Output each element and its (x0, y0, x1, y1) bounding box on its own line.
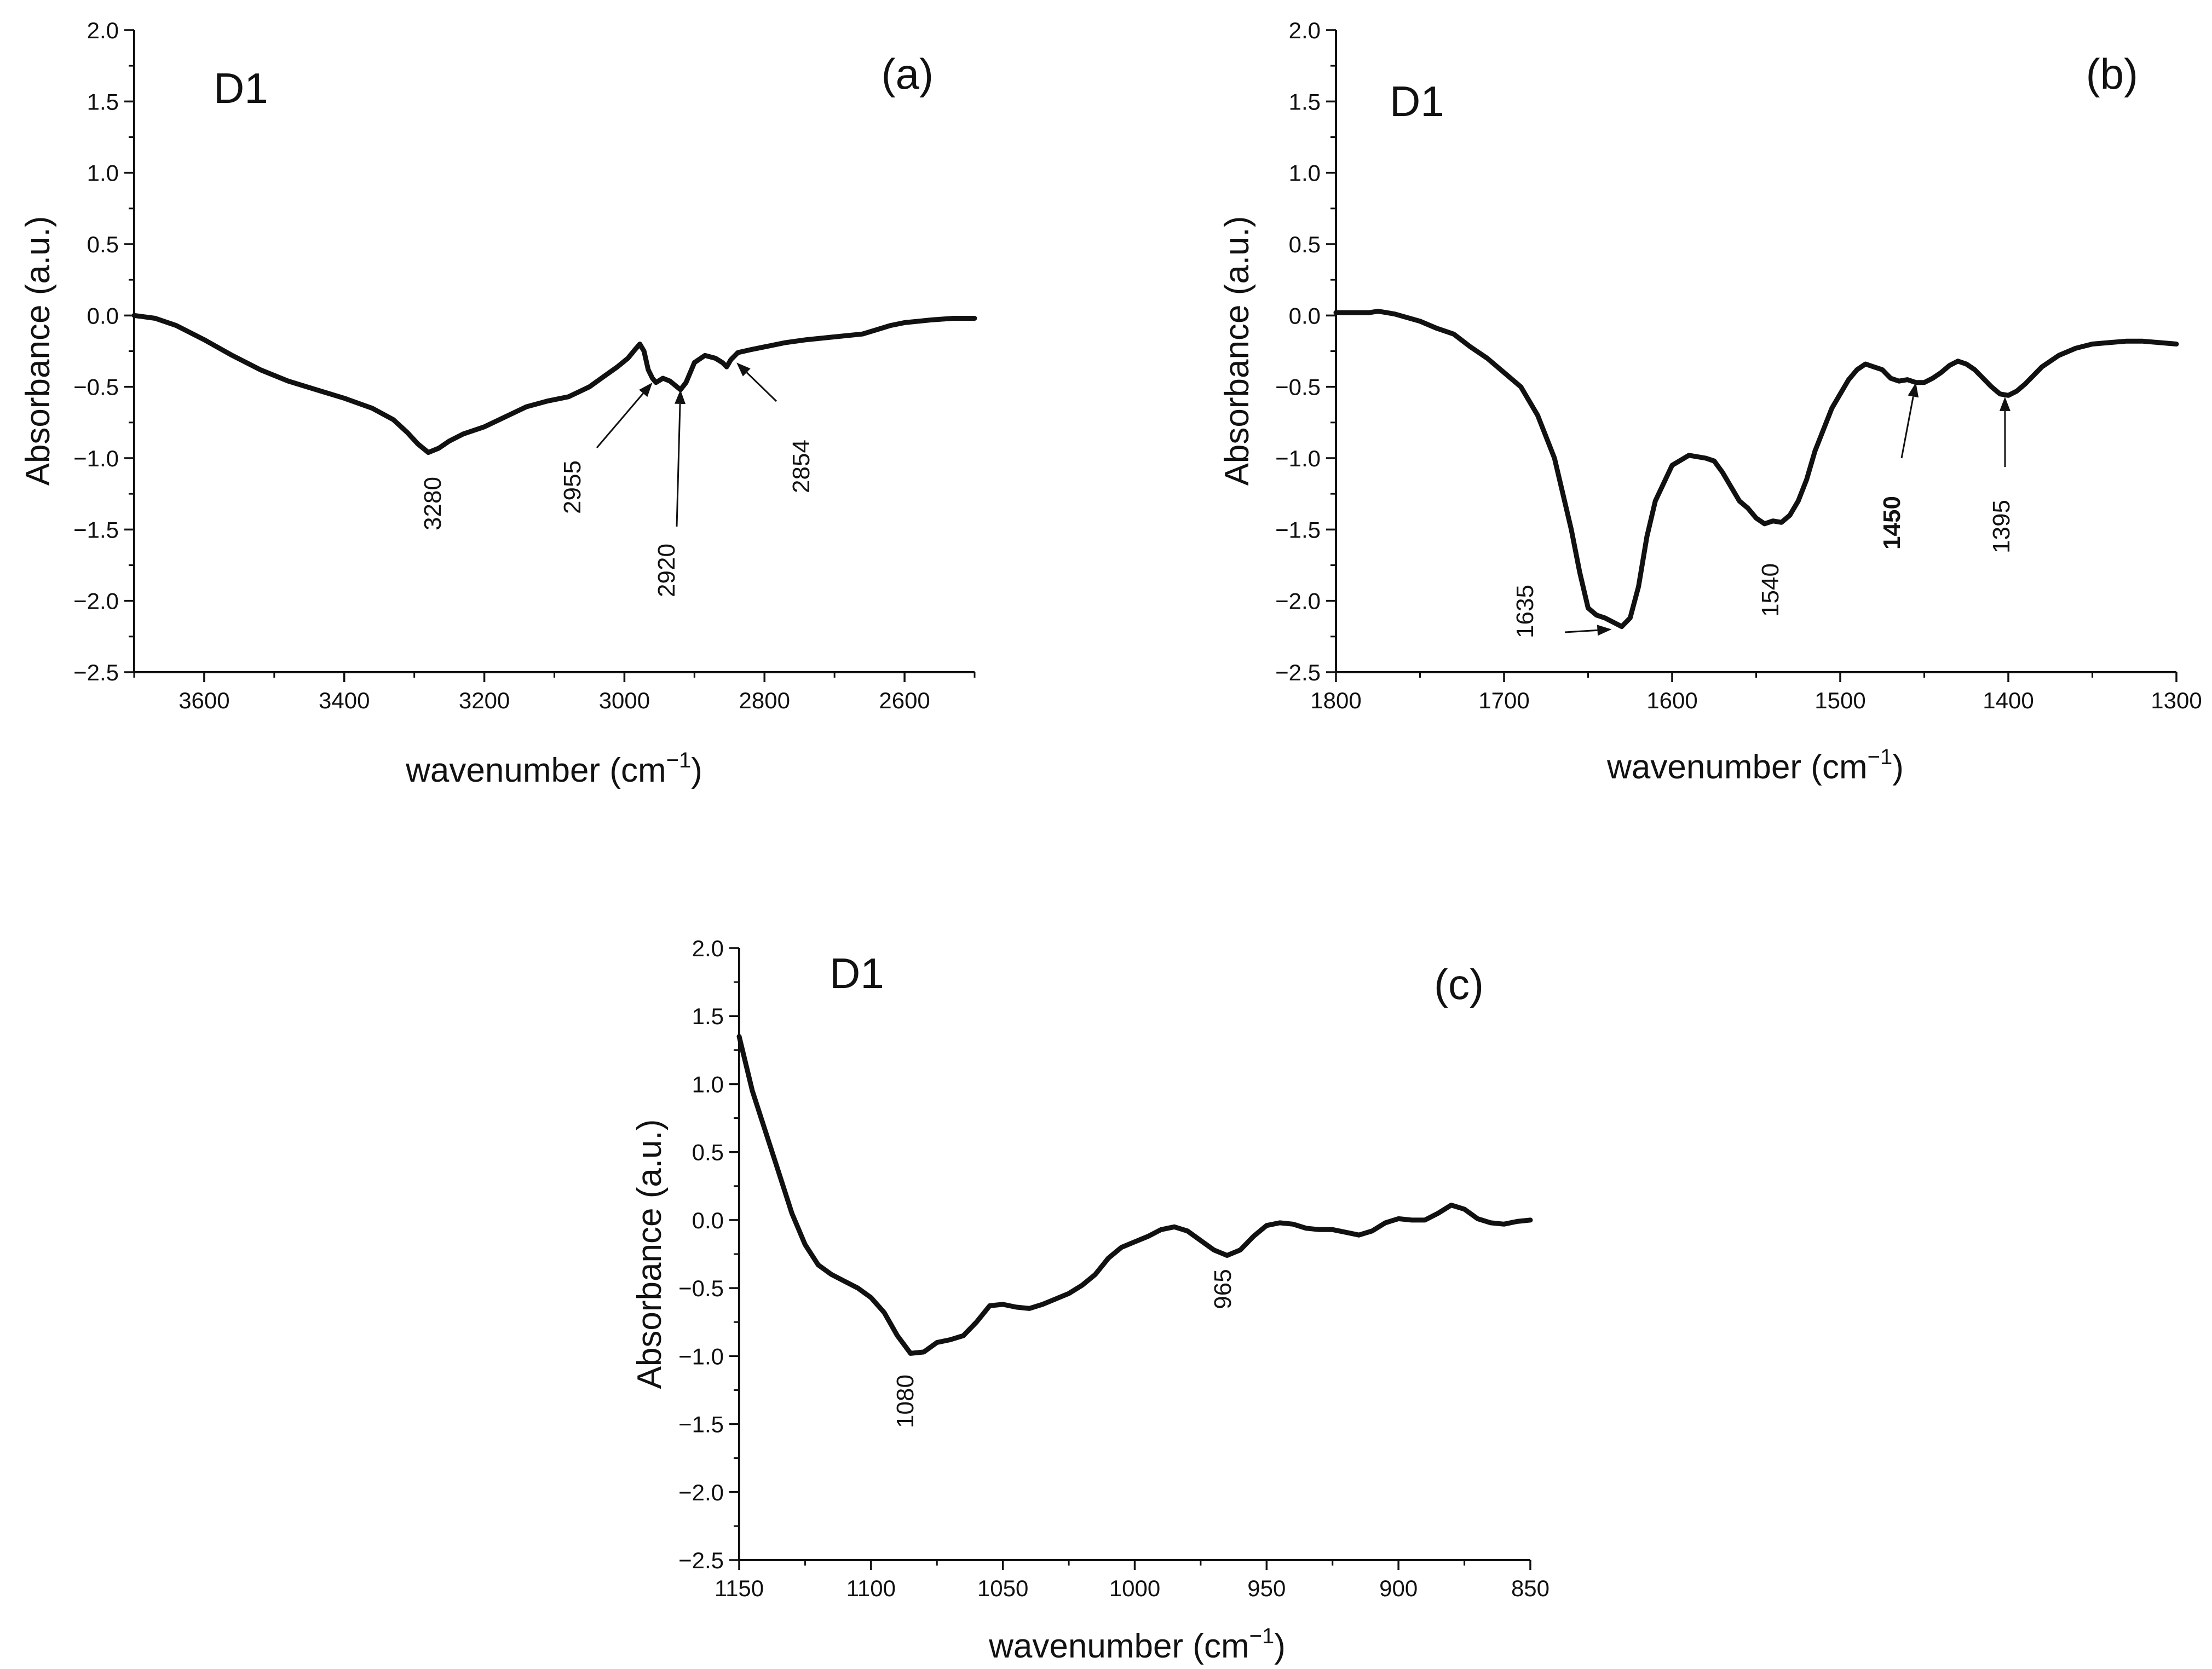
y-axis-title: Absorbance (a.u.) (1218, 216, 1256, 486)
y-tick-label: −0.5 (678, 1275, 724, 1301)
x-axis-title-sup: −1 (1868, 745, 1893, 769)
peak-arrow-line (746, 372, 777, 402)
y-tick-label: 2.0 (692, 935, 724, 961)
y-tick-label: −1.0 (1275, 446, 1321, 471)
y-tick-label: 0.0 (1289, 303, 1321, 328)
panel-title: D1 (830, 949, 884, 997)
peak-label: 2854 (788, 440, 815, 493)
x-tick-label: 1100 (846, 1575, 896, 1601)
panel-title: D1 (214, 64, 268, 112)
panel-a-chart: −2.5 −2.0 −1.5 −1.0 −0.5 0.0 0.5 1.0 1.5 2.0 3600 3… (19, 18, 977, 789)
peak-label: 3280 (419, 477, 446, 530)
peak-arrow-line (676, 403, 681, 527)
peak-label: 1635 (1512, 585, 1539, 638)
peak-label: 2920 (653, 544, 680, 597)
x-tick-label: 1050 (977, 1575, 1028, 1601)
y-tick-label: 0.5 (692, 1140, 724, 1165)
panel-c-chart: −2.5 −2.0 −1.5 −1.0 −0.5 0.0 0.5 1.0 1.5 2.0 1150 1… (631, 935, 1549, 1665)
x-tick-label: 3400 (319, 688, 370, 713)
y-tick-label: 0.0 (692, 1208, 724, 1233)
y-tick-label: 1.5 (692, 1003, 724, 1029)
y-tick-label: −1.0 (678, 1343, 724, 1369)
y-tick-label: −2.0 (1275, 588, 1321, 614)
peak-label: 1395 (1988, 500, 2015, 553)
y-tick-label: −1.0 (73, 446, 119, 471)
peak-label: 1080 (892, 1375, 919, 1428)
peak-label: 965 (1209, 1269, 1236, 1309)
x-axis-title: wavenumber (cm−1) (988, 1624, 1286, 1665)
x-tick-label: 2800 (739, 688, 790, 713)
x-tick-label: 1150 (715, 1575, 764, 1601)
y-tick-label: −1.5 (73, 517, 119, 542)
peak-arrow-line (1900, 396, 1914, 459)
panel-label: (b) (2086, 50, 2138, 98)
peak-arrow-head (1999, 396, 2011, 411)
series-line-d1 (736, 1034, 1533, 1356)
x-tick-label: 1700 (1478, 688, 1529, 713)
x-axis-title: wavenumber (cm−1) (405, 748, 702, 789)
peak-label: 1540 (1757, 563, 1784, 617)
y-tick-label: −2.5 (73, 660, 119, 685)
x-tick-label: 1000 (1109, 1575, 1160, 1601)
y-tick-label: −0.5 (73, 374, 119, 400)
y-tick-label: 1.5 (87, 89, 119, 114)
peak-arrow-line (1564, 629, 1598, 633)
x-axis-title-sup: −1 (666, 748, 692, 772)
x-tick-label: 1300 (2151, 688, 2202, 713)
x-tick-label: 1800 (1310, 688, 1361, 713)
y-tick-label: −2.5 (678, 1547, 724, 1573)
y-tick-label: −2.0 (73, 588, 119, 614)
y-tick-label: 2.0 (1289, 18, 1321, 43)
y-tick-label: 0.5 (1289, 232, 1321, 257)
x-tick-label: 3200 (459, 688, 510, 713)
x-axis-title-end: ) (691, 752, 702, 789)
x-tick-label: 3000 (599, 688, 650, 713)
peak-arrow-head (1597, 625, 1612, 636)
y-tick-label: 1.0 (1289, 160, 1321, 186)
x-tick-label: 2600 (879, 688, 930, 713)
y-tick-label: 2.0 (87, 18, 119, 43)
peak-arrow-line (596, 392, 644, 448)
y-tick-label: −0.5 (1275, 374, 1321, 400)
y-tick-label: −1.5 (678, 1412, 724, 1437)
x-axis-title-end: ) (1892, 748, 1904, 786)
y-tick-label: 0.0 (87, 303, 119, 328)
y-tick-label: −2.5 (1275, 660, 1321, 685)
x-tick-label: 3600 (178, 688, 229, 713)
peak-arrow-head (1908, 382, 1919, 398)
x-tick-label: 1600 (1646, 688, 1697, 713)
series-line-d1 (131, 313, 977, 455)
x-axis-title-end: ) (1274, 1627, 1286, 1665)
x-axis-title-sup: −1 (1249, 1624, 1275, 1648)
panel-label: (c) (1434, 960, 1484, 1008)
panel-label: (a) (882, 50, 934, 98)
peak-arrow-head (675, 389, 686, 405)
y-tick-label: −1.5 (1275, 517, 1321, 542)
x-tick-label: 1400 (1983, 688, 2034, 713)
x-tick-label: 900 (1379, 1575, 1418, 1601)
x-tick-label: 950 (1247, 1575, 1286, 1601)
x-tick-label: 850 (1511, 1575, 1549, 1601)
y-axis-title: Absorbance (a.u.) (19, 216, 57, 486)
peak-label: 1450 (1879, 496, 1905, 550)
y-tick-label: 1.0 (87, 160, 119, 186)
panel-title: D1 (1390, 77, 1444, 125)
x-axis-title-base: wavenumber (cm (988, 1627, 1249, 1665)
peak-arrow-head (639, 382, 653, 397)
y-axis-title: Absorbance (a.u.) (631, 1119, 669, 1389)
x-tick-label: 1500 (1814, 688, 1865, 713)
y-tick-label: 1.0 (692, 1071, 724, 1097)
peak-label: 2955 (559, 460, 586, 514)
x-axis-title-base: wavenumber (cm (1606, 748, 1867, 786)
y-tick-label: 1.5 (1289, 89, 1321, 114)
series-line-d1 (1333, 309, 2179, 630)
y-tick-label: −2.0 (678, 1480, 724, 1505)
y-tick-label: 0.5 (87, 232, 119, 257)
panel-b-chart: −2.5 −2.0 −1.5 −1.0 −0.5 0.0 0.5 1.0 1.5 2.0 1800 1… (1218, 18, 2202, 786)
peak-arrow-head (736, 362, 751, 377)
x-axis-title-base: wavenumber (cm (405, 752, 666, 789)
x-axis-title: wavenumber (cm−1) (1606, 745, 1904, 786)
